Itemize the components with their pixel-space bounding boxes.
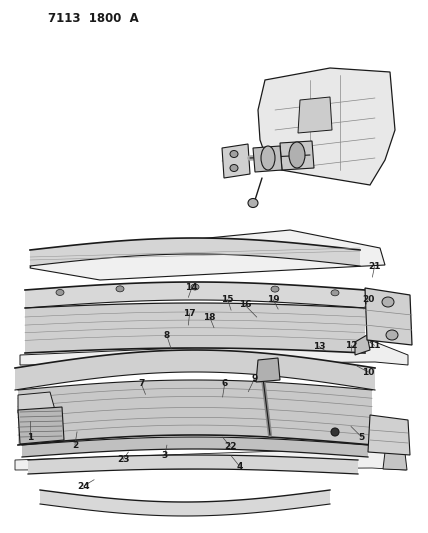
Polygon shape: [18, 407, 64, 444]
Text: 11: 11: [368, 341, 381, 350]
Text: 10: 10: [362, 368, 374, 376]
Polygon shape: [18, 392, 55, 413]
Polygon shape: [30, 238, 360, 266]
Ellipse shape: [191, 284, 199, 290]
Text: 8: 8: [164, 332, 170, 340]
Text: 6: 6: [222, 379, 228, 388]
Text: 13: 13: [312, 342, 325, 351]
Polygon shape: [25, 282, 365, 308]
Polygon shape: [30, 230, 385, 280]
Ellipse shape: [230, 165, 238, 172]
Polygon shape: [256, 358, 280, 382]
Ellipse shape: [331, 428, 339, 436]
Text: 18: 18: [203, 313, 216, 321]
Polygon shape: [28, 455, 358, 474]
Polygon shape: [368, 415, 410, 455]
Text: 7113  1800  A: 7113 1800 A: [48, 12, 139, 25]
Ellipse shape: [116, 286, 124, 292]
Text: 20: 20: [362, 295, 374, 304]
Ellipse shape: [248, 198, 258, 207]
Text: 24: 24: [77, 482, 90, 490]
Ellipse shape: [261, 146, 275, 170]
Ellipse shape: [331, 290, 339, 296]
Polygon shape: [20, 340, 408, 365]
Ellipse shape: [230, 150, 238, 157]
Text: 1: 1: [27, 433, 33, 441]
Polygon shape: [355, 335, 370, 355]
Text: 14: 14: [185, 284, 198, 292]
Polygon shape: [298, 97, 332, 133]
Polygon shape: [18, 380, 372, 445]
Text: 16: 16: [238, 301, 251, 309]
Polygon shape: [365, 288, 412, 345]
Ellipse shape: [271, 286, 279, 292]
Polygon shape: [25, 303, 365, 353]
Polygon shape: [253, 146, 282, 172]
Polygon shape: [383, 452, 407, 470]
Ellipse shape: [382, 297, 394, 307]
Text: 19: 19: [267, 295, 279, 304]
Polygon shape: [15, 350, 375, 390]
Text: 12: 12: [345, 341, 357, 350]
Text: 4: 4: [237, 462, 243, 471]
Text: 2: 2: [72, 441, 78, 449]
Text: 17: 17: [183, 309, 196, 318]
Ellipse shape: [289, 142, 305, 168]
Ellipse shape: [386, 330, 398, 340]
Polygon shape: [258, 68, 395, 185]
Polygon shape: [222, 144, 250, 178]
Text: 22: 22: [224, 442, 237, 451]
Text: 9: 9: [252, 374, 258, 383]
Polygon shape: [40, 490, 330, 516]
Polygon shape: [15, 448, 406, 470]
Text: 5: 5: [359, 433, 365, 441]
Polygon shape: [280, 141, 314, 170]
Text: 21: 21: [368, 262, 381, 271]
Polygon shape: [22, 437, 368, 457]
Text: 23: 23: [117, 455, 130, 464]
Text: 7: 7: [138, 379, 144, 388]
Text: 15: 15: [221, 295, 234, 304]
Ellipse shape: [56, 289, 64, 295]
Text: 3: 3: [162, 451, 168, 460]
